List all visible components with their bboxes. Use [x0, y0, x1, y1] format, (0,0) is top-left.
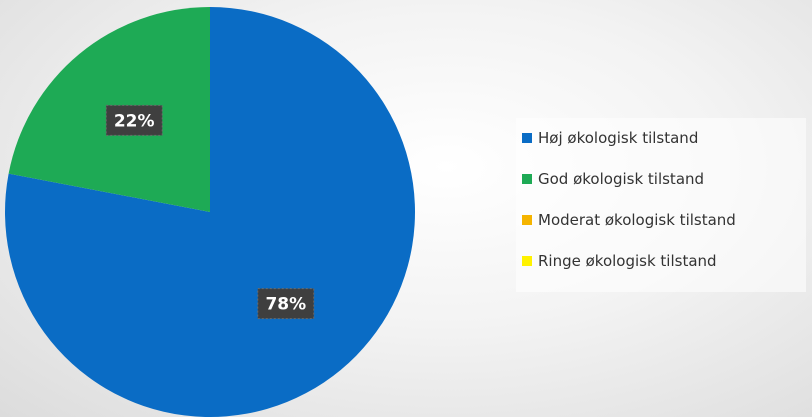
legend-swatch: [522, 256, 532, 266]
legend-item-moderat-kologisk-tilstand: Moderat økologisk tilstand: [522, 211, 736, 229]
data-label-box: [257, 288, 315, 320]
legend-label: God økologisk tilstand: [538, 170, 704, 188]
legend-swatch: [522, 174, 532, 184]
data-label-box: [105, 104, 163, 136]
data-label-god-kologisk-tilstand: 22%: [105, 104, 163, 136]
legend-label: Moderat økologisk tilstand: [538, 211, 736, 229]
legend: Høj økologisk tilstand God økologisk tils…: [516, 118, 806, 292]
legend-background: [516, 118, 806, 292]
legend-swatch: [522, 215, 532, 225]
legend-item-god-kologisk-tilstand: God økologisk tilstand: [522, 170, 704, 188]
pie-slices: [5, 7, 415, 417]
data-label-text: 22%: [114, 111, 155, 131]
legend-swatch: [522, 133, 532, 143]
data-label-h-j-kologisk-tilstand: 78%: [257, 288, 315, 320]
legend-label: Ringe økologisk tilstand: [538, 252, 717, 270]
legend-item-h-j-kologisk-tilstand: Høj økologisk tilstand: [522, 129, 698, 147]
data-labels: 78% 22%: [105, 104, 315, 320]
data-label-text: 78%: [265, 295, 306, 315]
legend-label: Høj økologisk tilstand: [538, 129, 698, 147]
legend-item-ringe-kologisk-tilstand: Ringe økologisk tilstand: [522, 252, 717, 270]
